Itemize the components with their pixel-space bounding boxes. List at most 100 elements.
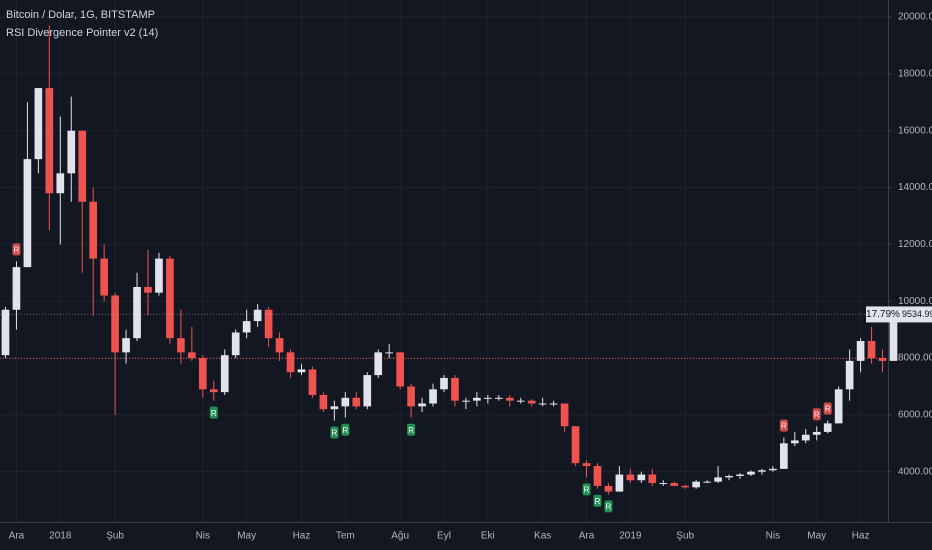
candle-body: [484, 397, 492, 399]
signal-box: [593, 494, 602, 507]
candle-body: [133, 287, 141, 339]
signal-label: R: [342, 426, 348, 435]
candle-body: [286, 352, 295, 373]
y-tick-label: 4000.00: [898, 466, 932, 477]
y-tick-label: 10000.00: [898, 296, 932, 307]
signal-box: [812, 408, 821, 421]
signal-box: [823, 402, 832, 415]
chart-subtitle: RSI Divergence Pointer v2 (14): [6, 27, 158, 39]
candle-body: [538, 403, 547, 405]
candle-body: [209, 389, 218, 393]
candle-body: [780, 443, 788, 469]
signal-box: [779, 419, 788, 432]
signal-label: R: [408, 426, 414, 435]
candle-body: [867, 340, 876, 359]
candle-body: [801, 434, 810, 441]
candle-body: [494, 397, 503, 399]
x-tick-label: May: [237, 531, 256, 542]
candle-body: [220, 355, 229, 393]
x-tick-label: 2019: [619, 531, 642, 542]
candle-body: [407, 386, 415, 407]
candle-body: [637, 474, 646, 481]
signal-label: R: [595, 497, 601, 506]
candle-body: [34, 88, 43, 160]
candle-body: [385, 352, 394, 354]
last-price-label: 9534.99: [902, 309, 932, 319]
candle-body: [242, 321, 251, 333]
candle-body: [451, 377, 459, 401]
candle-body: [571, 426, 580, 464]
signal-label: R: [331, 429, 337, 438]
candle-body: [100, 258, 108, 296]
y-tick-label: 16000.00: [898, 125, 932, 136]
x-tick-label: 2018: [49, 531, 72, 542]
x-tick-label: Kas: [534, 531, 551, 542]
chart-title: Bitcoin / Dolar, 1G, BITSTAMP: [6, 9, 155, 21]
signal-label: R: [781, 422, 787, 431]
y-tick-label: 14000.00: [898, 182, 932, 193]
candle-body: [12, 267, 21, 310]
candle-body: [878, 358, 887, 361]
candle-body: [527, 400, 536, 404]
signal-box: [12, 243, 21, 256]
y-tick-label: 20000.00: [898, 12, 932, 23]
candle-body: [363, 375, 372, 407]
candle-body: [769, 468, 777, 471]
signal-box: [341, 423, 350, 436]
signal-box: [582, 483, 591, 496]
x-tick-label: May: [807, 531, 826, 542]
candle-body: [23, 159, 32, 268]
signal-box: [604, 500, 613, 513]
candle-body: [845, 360, 854, 390]
x-tick-label: Ağu: [391, 531, 409, 542]
candle-body: [790, 440, 799, 444]
candle-body: [341, 397, 350, 407]
candle-body: [560, 403, 569, 427]
candle-body: [659, 483, 668, 485]
candle-body: [834, 389, 843, 424]
candle-body: [396, 352, 404, 387]
candle-body: [231, 332, 240, 356]
candle-body: [758, 470, 766, 472]
x-tick-label: Tem: [336, 531, 355, 542]
change-label: 17.79%: [866, 309, 900, 320]
candle-body: [505, 397, 514, 401]
x-tick-label: Ara: [579, 531, 595, 542]
x-tick-label: Nis: [766, 531, 780, 542]
candle-body: [144, 287, 152, 293]
change-box: [866, 306, 900, 323]
candle-body: [111, 295, 119, 353]
candle-body: [319, 394, 328, 410]
candle-body: [155, 258, 163, 293]
x-tick-label: Haz: [293, 531, 311, 542]
signal-label: R: [211, 409, 217, 418]
x-tick-label: Eki: [481, 531, 495, 542]
x-tick-label: Şub: [676, 531, 694, 542]
signal-box: [330, 426, 339, 439]
y-tick-label: 8000.00: [898, 353, 932, 364]
candle-body: [188, 352, 196, 359]
candle-body: [473, 397, 481, 401]
signal-label: R: [14, 246, 20, 255]
candle-body: [626, 474, 635, 481]
x-tick-label: Şub: [106, 531, 124, 542]
y-tick-label: 12000.00: [898, 239, 932, 250]
candle-body: [330, 406, 339, 410]
candle-body: [714, 477, 722, 482]
candle-body: [78, 130, 87, 202]
candle-body: [604, 485, 613, 492]
candle-body: [440, 377, 448, 390]
last-price-box: [900, 306, 932, 323]
y-tick-label: 18000.00: [898, 69, 932, 80]
candle-body: [297, 369, 306, 373]
candle-body: [856, 340, 865, 361]
candle-body: [823, 423, 832, 432]
candle-body: [670, 483, 679, 486]
candle-body: [352, 397, 361, 407]
candle-body: [681, 485, 690, 488]
candle-body: [549, 403, 558, 405]
candle-body: [725, 475, 733, 478]
candle-body: [198, 358, 207, 390]
candle-body: [264, 309, 273, 339]
